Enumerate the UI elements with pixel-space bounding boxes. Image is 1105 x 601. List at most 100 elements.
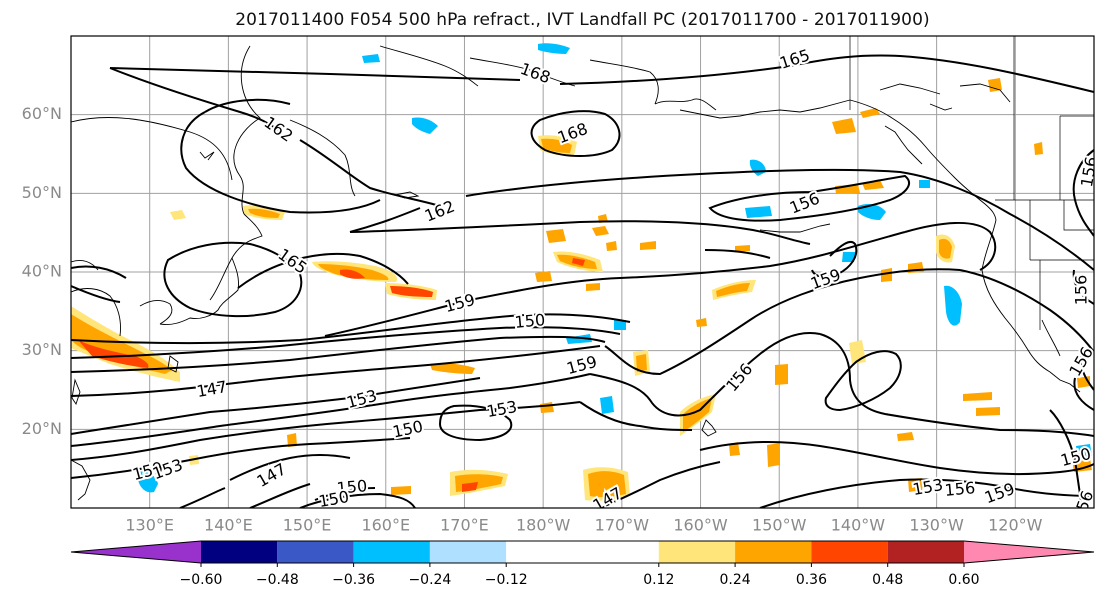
fill-area xyxy=(566,334,592,344)
contour xyxy=(249,483,311,508)
coastline xyxy=(167,355,179,373)
contour xyxy=(229,454,351,481)
longitude-label: 170°E xyxy=(440,516,489,535)
fill-area xyxy=(640,241,656,250)
longitude-label: 160°E xyxy=(361,516,410,535)
pc-fill-areas xyxy=(71,43,1092,501)
colorbar-tick-label: −0.24 xyxy=(408,572,451,588)
contour xyxy=(71,326,621,359)
fill-area xyxy=(1076,444,1092,458)
fill-area xyxy=(614,320,626,330)
colorbar-tick-label: −0.60 xyxy=(180,572,223,588)
coastline xyxy=(71,459,91,501)
fill-area xyxy=(735,245,750,252)
contour xyxy=(819,333,1094,437)
contour xyxy=(204,98,291,113)
longitude-label: 130°W xyxy=(909,516,964,535)
fill-area xyxy=(881,268,892,282)
contour xyxy=(349,220,811,245)
coastline xyxy=(71,378,81,406)
fill-area xyxy=(729,442,740,456)
figure-title: 2017011400 F054 500 hPa refract., IVT La… xyxy=(235,10,930,30)
colorbar-segment xyxy=(811,541,888,563)
coastline xyxy=(679,99,851,119)
contour xyxy=(71,377,481,435)
contour xyxy=(324,231,906,337)
contour xyxy=(579,401,693,431)
coastline xyxy=(1041,319,1061,357)
fill-area xyxy=(716,283,750,297)
latitude-label: 40°N xyxy=(22,262,62,281)
latitude-label: 50°N xyxy=(22,183,62,202)
contour xyxy=(824,350,902,412)
fill-area xyxy=(976,407,1000,416)
fill-area xyxy=(391,486,411,495)
coastline xyxy=(233,45,261,215)
contour-label: 150 xyxy=(336,476,368,498)
longitude-label: 140°W xyxy=(831,516,886,535)
contour xyxy=(904,222,997,271)
longitude-label: 180°W xyxy=(516,516,571,535)
colorbar-segment xyxy=(353,541,430,563)
contour xyxy=(1073,377,1094,411)
coastline xyxy=(139,299,173,325)
colorbar-tick-label: −0.36 xyxy=(332,572,375,588)
latitude-label: 60°N xyxy=(22,104,62,123)
contour xyxy=(71,285,121,303)
fill-area xyxy=(546,229,566,243)
coastline xyxy=(959,83,1011,103)
contour-label: 150 xyxy=(317,487,350,511)
contour xyxy=(438,404,513,442)
contour xyxy=(237,252,409,289)
longitude-label: 150°W xyxy=(752,516,807,535)
colorbar-over-extension xyxy=(964,541,1094,563)
colorbar-segment xyxy=(277,541,354,563)
colorbar-segment xyxy=(658,541,736,563)
fill-area xyxy=(767,443,780,467)
contour xyxy=(71,265,127,279)
coastline xyxy=(884,125,923,165)
contour xyxy=(179,487,226,508)
contour xyxy=(1072,269,1094,305)
fill-area xyxy=(170,210,186,220)
contour xyxy=(1072,149,1094,237)
contour xyxy=(704,249,771,259)
coastline xyxy=(289,119,356,197)
fill-area xyxy=(745,206,772,218)
fill-area xyxy=(340,269,365,279)
colorbar-segment xyxy=(506,541,659,563)
map-frame xyxy=(70,35,1095,509)
contour xyxy=(811,240,858,278)
fill-area xyxy=(586,283,600,291)
fill-area xyxy=(858,204,886,220)
contour-label: 150 xyxy=(514,310,546,332)
fill-area xyxy=(606,241,617,251)
coastline xyxy=(199,151,215,161)
contour-label: 159 xyxy=(565,352,599,378)
colorbar-tick-label: 0.12 xyxy=(643,572,674,588)
contour xyxy=(699,440,1094,476)
fill-area xyxy=(390,286,433,297)
colorbar-tick-label: 0.36 xyxy=(796,572,827,588)
colorbar-tick-label: 0.24 xyxy=(720,572,751,588)
colorbar-segment xyxy=(201,541,278,563)
contour xyxy=(71,345,601,397)
fill-area xyxy=(1034,142,1043,155)
fill-area xyxy=(775,364,788,385)
coastline xyxy=(879,83,941,95)
fill-area xyxy=(535,271,552,282)
contour-label: 156 xyxy=(944,478,976,500)
contour xyxy=(299,492,416,508)
contour xyxy=(163,241,303,318)
coastline xyxy=(159,257,239,325)
latitude-label: 30°N xyxy=(22,340,62,359)
fill-area xyxy=(572,258,585,266)
contour xyxy=(1079,355,1094,391)
coastline xyxy=(589,59,659,105)
fill-area xyxy=(248,208,280,218)
coastline xyxy=(379,45,479,87)
contour-label: 156 xyxy=(1072,275,1091,306)
colorbar-segment xyxy=(887,541,964,563)
coastline xyxy=(759,223,831,233)
